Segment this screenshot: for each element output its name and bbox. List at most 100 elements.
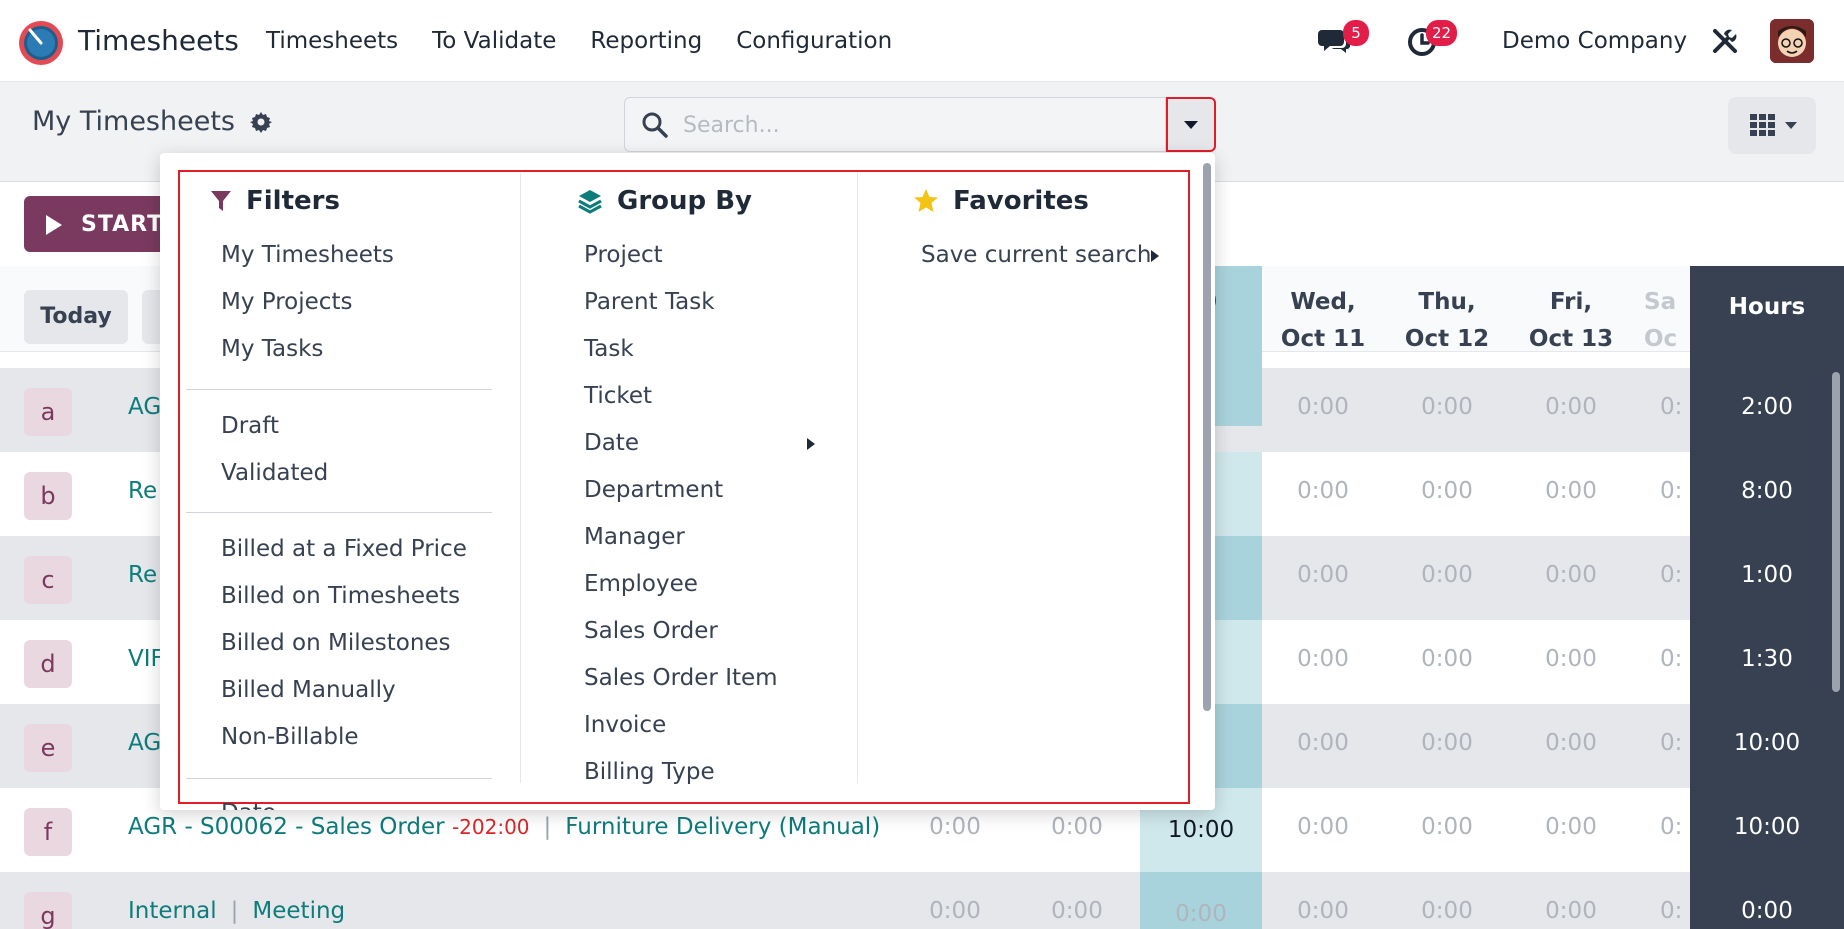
filter-billed-manually[interactable]: Billed Manually <box>221 677 396 703</box>
filter-my-tasks[interactable]: My Tasks <box>221 336 324 362</box>
page-title: My Timesheets <box>32 106 235 137</box>
grid-cell[interactable]: 0: <box>1660 646 1683 672</box>
grid-cell[interactable]: 0:00 <box>1545 646 1597 672</box>
table-row[interactable]: g Internal | Meeting 0:00 0:00 0:00 0:00 0… <box>0 872 1690 929</box>
groupby-invoice[interactable]: Invoice <box>584 712 667 738</box>
divider <box>186 512 492 513</box>
groupby-date[interactable]: Date <box>584 430 639 456</box>
row-project-name[interactable]: VIF <box>128 646 164 672</box>
grid-cell[interactable]: 0: <box>1660 394 1683 420</box>
grid-cell[interactable]: 0:00 <box>1297 562 1349 588</box>
project-link[interactable]: AGR - S00062 - Sales Order <box>128 814 445 840</box>
row-project-name[interactable]: Re <box>128 478 158 504</box>
grid-cell[interactable]: 0:00 <box>1421 562 1473 588</box>
grid-cell[interactable]: 0:00 <box>1297 814 1349 840</box>
debug-tools-button[interactable] <box>1710 26 1740 60</box>
filter-draft[interactable]: Draft <box>221 413 279 439</box>
menu-to-validate[interactable]: To Validate <box>432 28 557 54</box>
grid-cell[interactable]: 0:00 <box>1051 814 1103 840</box>
groupby-task[interactable]: Task <box>584 336 634 362</box>
grid-cell[interactable]: 0:00 <box>1140 872 1262 929</box>
row-project-name[interactable]: AG <box>128 730 162 756</box>
grid-cell[interactable]: 0:00 <box>1545 814 1597 840</box>
filter-billed-fixed-price[interactable]: Billed at a Fixed Price <box>221 536 467 562</box>
grid-cell[interactable]: 0:00 <box>1545 562 1597 588</box>
grid-cell[interactable]: 0:00 <box>1297 898 1349 924</box>
timesheets-app-logo[interactable] <box>18 20 64 66</box>
search-input[interactable] <box>683 110 1143 140</box>
groupby-manager[interactable]: Manager <box>584 524 685 550</box>
search-options-toggle-button[interactable] <box>1166 97 1216 152</box>
favorites-heading: Favorites <box>913 181 1089 221</box>
menu-configuration[interactable]: Configuration <box>736 28 893 54</box>
grid-cell[interactable]: 0:00 <box>929 898 981 924</box>
hours-total-column: Hours <box>1690 266 1844 929</box>
gear-icon[interactable] <box>249 110 273 134</box>
grid-cell[interactable]: 0:00 <box>1421 898 1473 924</box>
grid-cell[interactable]: 0:00 <box>1545 898 1597 924</box>
grid-cell[interactable]: 0: <box>1660 898 1683 924</box>
row-project-name[interactable]: Re <box>128 562 158 588</box>
app-name[interactable]: Timesheets <box>78 24 239 57</box>
discuss-button[interactable] <box>1318 24 1352 62</box>
row-total: 8:00 <box>1741 478 1793 504</box>
grid-cell[interactable]: 0:00 <box>1051 898 1103 924</box>
grid-cell[interactable]: 0:00 <box>929 814 981 840</box>
task-link[interactable]: Meeting <box>252 898 346 924</box>
groupby-employee[interactable]: Employee <box>584 571 698 597</box>
grid-cell[interactable]: 0: <box>1660 478 1683 504</box>
view-switcher-button[interactable] <box>1728 97 1816 154</box>
menu-timesheets[interactable]: Timesheets <box>266 28 399 54</box>
groupby-department[interactable]: Department <box>584 477 724 503</box>
grid-cell[interactable]: 0: <box>1660 562 1683 588</box>
grid-cell[interactable]: 0:00 <box>1297 478 1349 504</box>
groupby-sales-order[interactable]: Sales Order <box>584 618 718 644</box>
filter-my-timesheets[interactable]: My Timesheets <box>221 242 394 268</box>
page-scrollbar[interactable] <box>1832 372 1840 692</box>
grid-cell[interactable]: 0:00 <box>1421 478 1473 504</box>
user-avatar[interactable] <box>1770 19 1814 63</box>
filter-date[interactable]: Date <box>221 800 276 810</box>
row-project-name[interactable]: AGR - S00062 - Sales Order -202:00 | Furni… <box>128 814 880 840</box>
row-project-name[interactable]: AG <box>128 394 162 420</box>
grid-cell[interactable]: 0:00 <box>1421 814 1473 840</box>
menu-reporting[interactable]: Reporting <box>590 28 703 54</box>
row-avatar: c <box>24 556 72 604</box>
grid-cell[interactable]: 0:00 <box>1421 730 1473 756</box>
grid-cell[interactable]: 0: <box>1660 814 1683 840</box>
filter-validated[interactable]: Validated <box>221 460 329 486</box>
grid-cell[interactable]: 0:00 <box>1297 646 1349 672</box>
today-button[interactable]: Today <box>24 290 128 344</box>
day-header-weekday: Sa <box>1644 289 1677 315</box>
save-current-search[interactable]: Save current search <box>921 242 1152 268</box>
grid-cell[interactable]: 0:00 <box>1297 394 1349 420</box>
groupby-billing-type[interactable]: Billing Type <box>584 759 715 785</box>
grid-cell[interactable]: 0: <box>1660 730 1683 756</box>
row-avatar: a <box>24 388 72 436</box>
filter-billed-timesheets[interactable]: Billed on Timesheets <box>221 583 461 609</box>
group-by-heading: Group By <box>577 181 752 221</box>
company-switcher[interactable]: Demo Company <box>1502 28 1688 54</box>
groupby-parent-task[interactable]: Parent Task <box>584 289 715 315</box>
grid-cell[interactable]: 0:00 <box>1545 730 1597 756</box>
filter-non-billable[interactable]: Non-Billable <box>221 724 359 750</box>
task-link[interactable]: Furniture Delivery (Manual) <box>565 814 881 840</box>
filter-billed-milestones[interactable]: Billed on Milestones <box>221 630 451 656</box>
grid-cell[interactable]: 0:00 <box>1297 730 1349 756</box>
project-link[interactable]: Internal <box>128 898 217 924</box>
groupby-ticket[interactable]: Ticket <box>584 383 653 409</box>
grid-cell[interactable]: 0:00 <box>1545 478 1597 504</box>
grid-cell[interactable]: 0:00 <box>1421 394 1473 420</box>
caret-down-icon <box>1184 121 1198 129</box>
groupby-sales-order-item[interactable]: Sales Order Item <box>584 665 778 691</box>
grid-cell-value: 0:00 <box>1175 901 1227 927</box>
dropdown-scrollbar[interactable] <box>1203 163 1211 711</box>
filter-my-projects[interactable]: My Projects <box>221 289 353 315</box>
group-by-title: Group By <box>617 186 752 216</box>
groupby-project[interactable]: Project <box>584 242 663 268</box>
grid-cell[interactable]: 0:00 <box>1421 646 1473 672</box>
grid-cell[interactable]: 0:00 <box>1545 394 1597 420</box>
start-label: START <box>81 212 164 237</box>
divider <box>186 778 492 779</box>
row-project-name[interactable]: Internal | Meeting <box>128 898 345 924</box>
